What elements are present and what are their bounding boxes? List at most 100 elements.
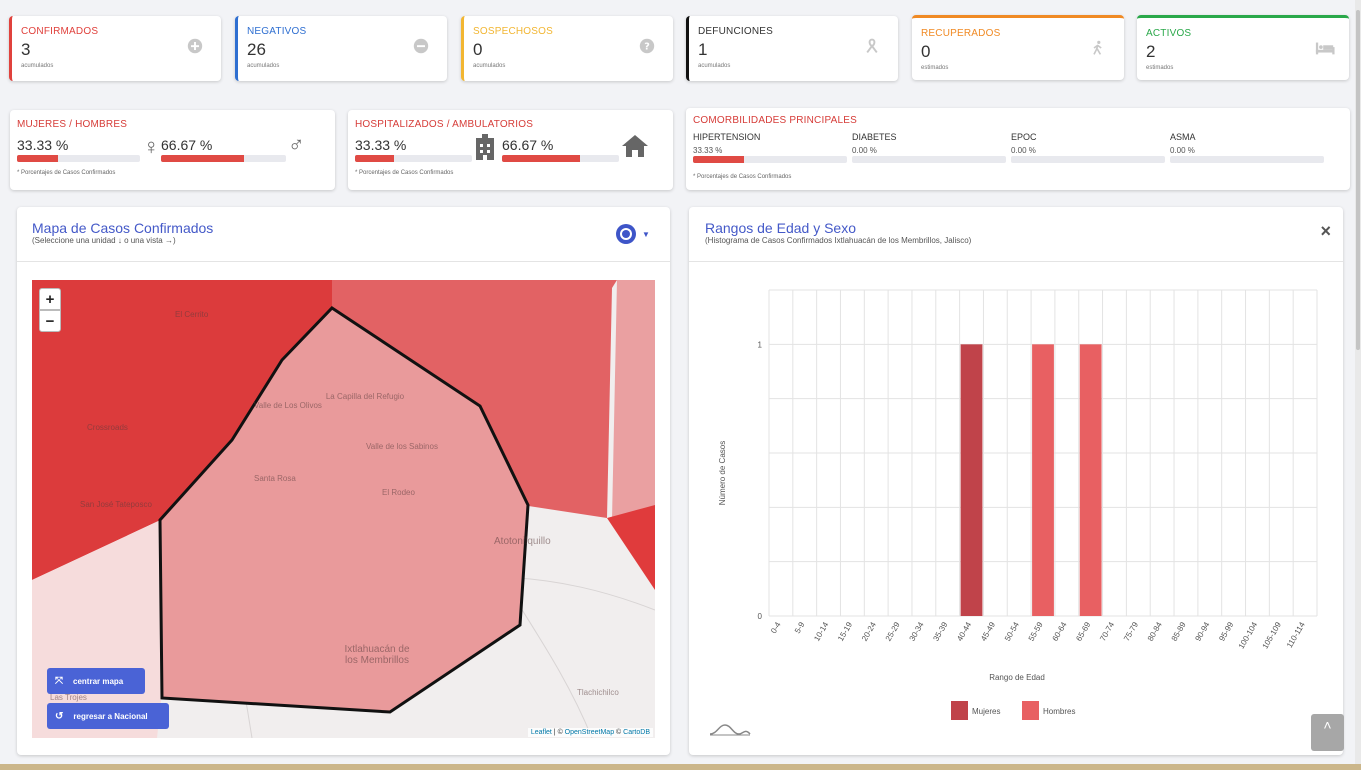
comorbidity-name: ASMA bbox=[1170, 132, 1196, 142]
comorbidity-item: EPOC 0.00 % bbox=[1011, 132, 1165, 163]
map-place-label: Crossroads bbox=[87, 423, 128, 432]
stat-subtitle: acumulados bbox=[473, 63, 506, 69]
hospital-card: HOSPITALIZADOS / AMBULATORIOS 33.33 % 66… bbox=[348, 110, 673, 190]
legend-swatch-mujeres bbox=[951, 701, 968, 720]
x-tick-label: 15-19 bbox=[836, 620, 854, 643]
region-north[interactable] bbox=[332, 280, 617, 518]
scroll-top-button[interactable]: ˄ bbox=[1311, 714, 1344, 751]
region-west[interactable] bbox=[32, 280, 337, 580]
men-percent: 66.67 % bbox=[161, 137, 213, 153]
map-place-label: Valle de los Sabinos bbox=[366, 442, 438, 451]
x-tick-label: 110-114 bbox=[1285, 620, 1307, 649]
comorbidity-item: HIPERTENSION 33.33 % bbox=[693, 132, 847, 163]
gender-title: MUJERES / HOMBRES bbox=[17, 119, 128, 130]
x-tick-label: 65-69 bbox=[1074, 620, 1092, 643]
x-tick-label: 70-74 bbox=[1098, 620, 1116, 643]
zoom-out-button[interactable]: − bbox=[39, 310, 61, 332]
stat-title: SOSPECHOSOS bbox=[473, 26, 553, 37]
stat-value: 2 bbox=[1146, 42, 1156, 61]
x-tick-label: 90-94 bbox=[1193, 620, 1211, 643]
x-tick-label: 25-29 bbox=[884, 620, 902, 643]
chart-subtitle: (Histograma de Casos Confirmados Ixtlahu… bbox=[705, 236, 972, 245]
selected-municipality[interactable] bbox=[158, 306, 530, 714]
page-scrollbar[interactable] bbox=[1355, 0, 1361, 770]
close-button[interactable]: × bbox=[1320, 221, 1331, 241]
stat-card-defunciones: DEFUNCIONES 1 acumulados bbox=[686, 16, 898, 81]
stat-title: NEGATIVOS bbox=[247, 26, 307, 37]
hosp-bar bbox=[355, 155, 472, 162]
leaflet-link[interactable]: Leaflet bbox=[530, 729, 552, 736]
map-place-label: El Cerrito bbox=[175, 310, 209, 319]
comorbidities-note: * Porcentajes de Casos Confirmados bbox=[693, 174, 792, 180]
x-axis-label: Rango de Edad bbox=[989, 673, 1045, 682]
y-tick-label: 1 bbox=[758, 340, 763, 349]
attrib-separator-2: © bbox=[614, 729, 624, 736]
comorbidity-item: ASMA 0.00 % bbox=[1170, 132, 1324, 163]
caret-down-icon: ▼ bbox=[642, 229, 650, 239]
comorbidity-percent: 0.00 % bbox=[1170, 146, 1195, 155]
y-tick-label: 0 bbox=[758, 612, 763, 621]
center-map-button[interactable]: ⤧ centrar mapa bbox=[47, 668, 145, 694]
male-icon: ♂ bbox=[288, 132, 305, 157]
compress-icon: ⤧ bbox=[55, 675, 63, 687]
x-tick-label: 30-34 bbox=[908, 620, 926, 643]
chart-logo-icon bbox=[709, 724, 751, 736]
map-attribution: Leaflet | © OpenStreetMap © CartoDB bbox=[527, 728, 653, 737]
legend-label-hombres: Hombres bbox=[1043, 707, 1075, 716]
stat-title: CONFIRMADOS bbox=[21, 26, 99, 37]
osm-link[interactable]: OpenStreetMap bbox=[564, 729, 615, 736]
bar-hombres-55-59 bbox=[1032, 344, 1054, 616]
stat-subtitle: estimados bbox=[1146, 65, 1174, 71]
stat-subtitle: acumulados bbox=[247, 63, 280, 69]
national-view-button[interactable]: ↺ regresar a Nacional bbox=[47, 703, 169, 729]
chart-panel: Rangos de Edad y Sexo (Histograma de Cas… bbox=[689, 207, 1343, 755]
stat-title: ACTIVOS bbox=[1146, 28, 1192, 39]
stat-value: 1 bbox=[698, 40, 708, 59]
x-tick-label: 35-39 bbox=[931, 620, 949, 643]
comorbidity-bar bbox=[693, 156, 847, 163]
x-tick-label: 10-14 bbox=[812, 620, 830, 643]
center-map-label: centrar mapa bbox=[73, 676, 124, 686]
stat-title: DEFUNCIONES bbox=[698, 26, 773, 37]
map-place-label: La Capilla del Refugio bbox=[325, 392, 405, 401]
stat-value: 26 bbox=[247, 40, 266, 59]
map-place-label: Tlachichilco bbox=[577, 688, 619, 697]
x-tick-label: 85-89 bbox=[1170, 620, 1188, 643]
map-canvas[interactable]: El Cerrito La Capilla del Refugio Valle de… bbox=[32, 280, 655, 738]
x-tick-label: 100-104 bbox=[1237, 620, 1260, 650]
comorbidity-bar bbox=[1011, 156, 1165, 163]
bed-icon bbox=[1315, 40, 1335, 58]
attrib-separator-1: | © bbox=[551, 729, 565, 736]
hospital-icon bbox=[476, 134, 494, 160]
map-place-label: Las Trojes bbox=[50, 693, 87, 702]
region-southeast[interactable] bbox=[607, 505, 655, 590]
comorbidity-bar bbox=[852, 156, 1006, 163]
hospital-title: HOSPITALIZADOS / AMBULATORIOS bbox=[355, 119, 534, 130]
comorbidities-title: COMORBILIDADES PRINCIPALES bbox=[693, 115, 857, 126]
comorbidity-name: DIABETES bbox=[852, 132, 897, 142]
bar-hombres-65-69 bbox=[1079, 344, 1102, 616]
zoom-in-button[interactable]: + bbox=[39, 288, 61, 310]
x-tick-label: 0-4 bbox=[769, 620, 783, 635]
national-view-label: regresar a Nacional bbox=[73, 711, 148, 721]
map-place-label: Atotonilquillo bbox=[494, 536, 551, 547]
map-place-label: El Rodeo bbox=[382, 488, 415, 497]
home-icon bbox=[622, 135, 648, 157]
x-tick-label: 55-59 bbox=[1027, 620, 1045, 643]
carto-link[interactable]: CartoDB bbox=[623, 729, 650, 736]
bar-mujeres-40-44 bbox=[960, 344, 983, 616]
gender-card: MUJERES / HOMBRES 33.33 % ♀ 66.67 % ♂ * … bbox=[10, 110, 335, 190]
stat-value: 0 bbox=[921, 42, 931, 61]
stat-value: 3 bbox=[21, 40, 31, 59]
female-icon: ♀ bbox=[143, 134, 160, 159]
stat-value: 0 bbox=[473, 40, 483, 59]
y-axis-label: Número de Casos bbox=[718, 441, 727, 505]
stat-card-sospechosos: SOSPECHOSOS 0 acumulados ? bbox=[461, 16, 673, 81]
x-tick-label: 80-84 bbox=[1146, 620, 1164, 643]
region-east[interactable] bbox=[612, 280, 655, 520]
comorbidities-card: COMORBILIDADES PRINCIPALES HIPERTENSION … bbox=[686, 108, 1350, 190]
comorbidity-name: HIPERTENSION bbox=[693, 132, 761, 142]
view-toggle-button[interactable]: ▼ bbox=[613, 223, 650, 245]
hosp-percent: 33.33 % bbox=[355, 137, 407, 153]
legend-swatch-hombres bbox=[1022, 701, 1039, 720]
